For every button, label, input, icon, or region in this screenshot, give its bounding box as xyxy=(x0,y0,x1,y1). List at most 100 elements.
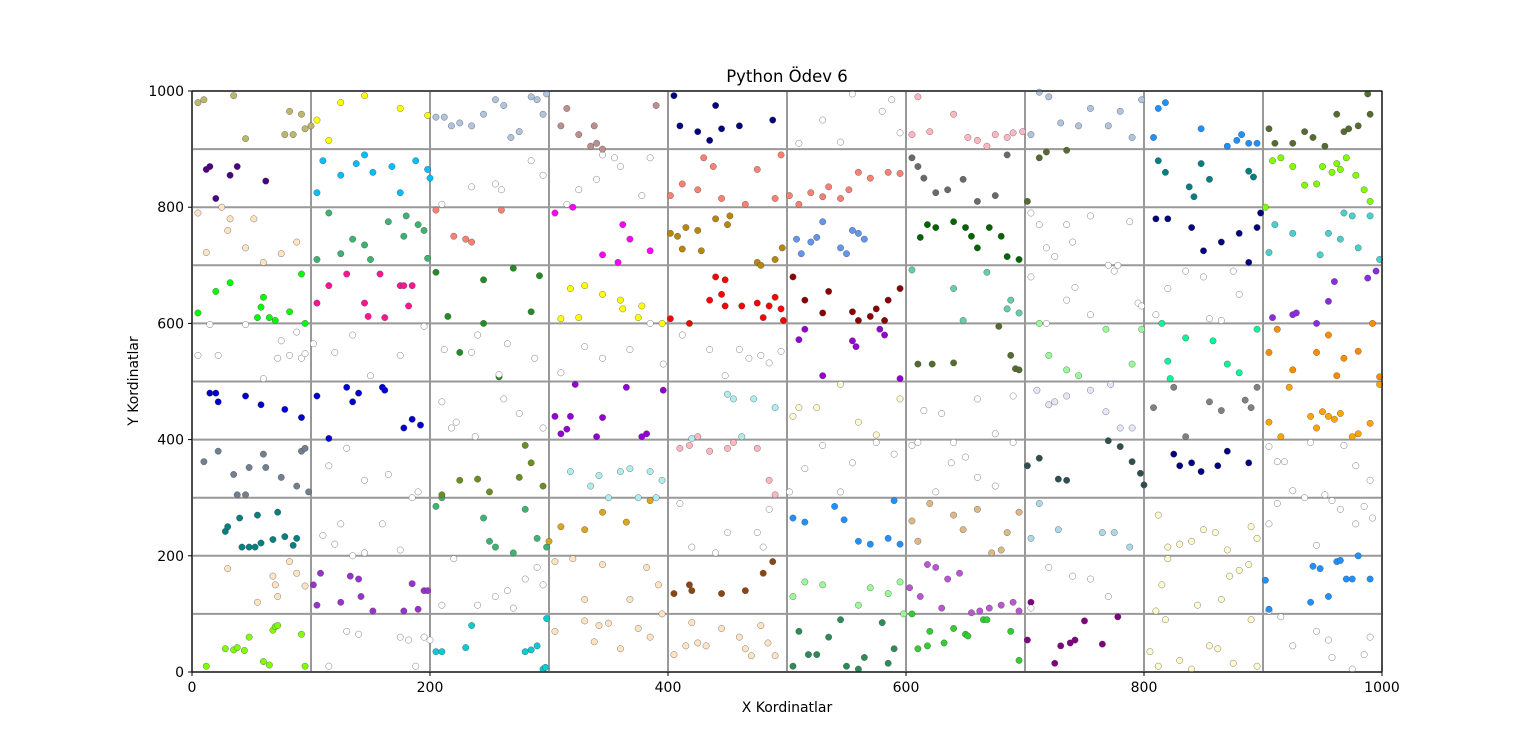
scatter-point xyxy=(924,221,931,229)
scatter-point xyxy=(1342,154,1350,162)
scatter-point xyxy=(260,259,267,266)
scatter-point xyxy=(1087,105,1094,112)
scatter-point xyxy=(1364,90,1372,98)
scatter-point xyxy=(801,296,809,304)
scatter-point xyxy=(1257,209,1264,217)
scatter-point xyxy=(997,546,1005,554)
scatter-point xyxy=(793,235,800,243)
scatter-point xyxy=(1024,198,1031,205)
scatter-point xyxy=(420,227,428,234)
scatter-point xyxy=(1245,167,1253,175)
scatter-point xyxy=(293,482,301,490)
scatter-point xyxy=(1309,134,1317,141)
scatter-point xyxy=(595,622,603,629)
scatter-point xyxy=(721,372,729,380)
scatter-point xyxy=(908,154,916,162)
scatter-point xyxy=(634,314,642,321)
scatter-point xyxy=(1128,458,1136,466)
scatter-point xyxy=(617,645,624,653)
scatter-point xyxy=(274,354,282,362)
scatter-point xyxy=(289,541,297,549)
scatter-point xyxy=(1223,546,1231,554)
scatter-point xyxy=(1182,267,1190,275)
scatter-point xyxy=(1043,244,1050,252)
scatter-point xyxy=(764,639,772,647)
scatter-point xyxy=(286,107,293,115)
scatter-point xyxy=(795,139,803,147)
scatter-point xyxy=(890,450,898,458)
scatter-point xyxy=(950,218,957,226)
scatter-point xyxy=(1075,122,1082,130)
scatter-point xyxy=(543,543,550,551)
scatter-point xyxy=(337,520,345,528)
scatter-point xyxy=(1319,408,1326,416)
scatter-point xyxy=(741,645,749,653)
scatter-point xyxy=(1376,373,1383,381)
scatter-point xyxy=(384,471,392,478)
scatter-point xyxy=(682,224,690,231)
scatter-point xyxy=(1206,175,1213,183)
scatter-point xyxy=(1364,274,1372,282)
scatter-point xyxy=(617,468,624,475)
scatter-point xyxy=(346,572,354,580)
scatter-point xyxy=(765,302,773,310)
scatter-point xyxy=(706,296,714,304)
scatter-point xyxy=(492,543,499,551)
scatter-point xyxy=(745,354,753,362)
scatter-point xyxy=(855,665,862,673)
scatter-point xyxy=(417,421,424,429)
scatter-point xyxy=(480,514,487,522)
scatter-point xyxy=(765,505,773,513)
scatter-point xyxy=(432,503,440,510)
scatter-point xyxy=(855,317,862,324)
scatter-point xyxy=(563,105,571,112)
scatter-point xyxy=(224,523,232,531)
scatter-point xyxy=(950,511,957,519)
scatter-point xyxy=(1075,372,1082,380)
scatter-point xyxy=(962,224,969,231)
scatter-point xyxy=(468,238,476,246)
scatter-point xyxy=(1245,139,1253,147)
scatter-point xyxy=(1325,297,1332,305)
scatter-point xyxy=(1063,392,1071,400)
scatter-point xyxy=(424,254,431,262)
y-axis-label: Y Kordinatlar xyxy=(126,336,142,427)
scatter-point xyxy=(1027,598,1035,606)
scatter-point xyxy=(1247,404,1255,412)
scatter-point xyxy=(438,398,446,406)
scatter-point xyxy=(1188,224,1195,231)
scatter-point xyxy=(515,473,523,481)
scatter-point xyxy=(947,459,955,467)
scatter-point xyxy=(1262,576,1269,584)
scatter-point xyxy=(1340,442,1348,449)
scatter-point xyxy=(712,215,719,223)
scatter-point xyxy=(805,651,812,658)
scatter-point xyxy=(492,593,499,600)
scatter-point xyxy=(1340,354,1348,362)
scatter-point xyxy=(938,604,946,612)
scatter-point xyxy=(349,398,357,406)
scatter-point xyxy=(1325,636,1332,644)
scatter-point xyxy=(317,569,324,577)
scatter-point xyxy=(646,154,654,162)
scatter-point xyxy=(260,293,267,301)
scatter-point xyxy=(1140,481,1148,489)
scatter-point xyxy=(721,302,729,310)
scatter-point xyxy=(281,533,289,541)
scatter-point xyxy=(1336,557,1344,564)
scatter-point xyxy=(855,601,862,609)
scatter-point xyxy=(757,622,765,629)
scatter-point xyxy=(914,645,922,653)
scatter-point xyxy=(352,160,360,168)
scatter-point xyxy=(575,131,583,138)
scatter-point xyxy=(928,360,936,368)
scatter-point xyxy=(845,186,853,194)
scatter-point xyxy=(964,632,972,640)
scatter-point xyxy=(634,625,642,632)
scatter-point xyxy=(313,299,321,307)
scatter-point xyxy=(1292,309,1300,317)
scatter-point xyxy=(837,616,844,624)
scatter-point xyxy=(1197,160,1205,168)
scatter-point xyxy=(840,516,848,524)
scatter-point xyxy=(1354,430,1362,438)
